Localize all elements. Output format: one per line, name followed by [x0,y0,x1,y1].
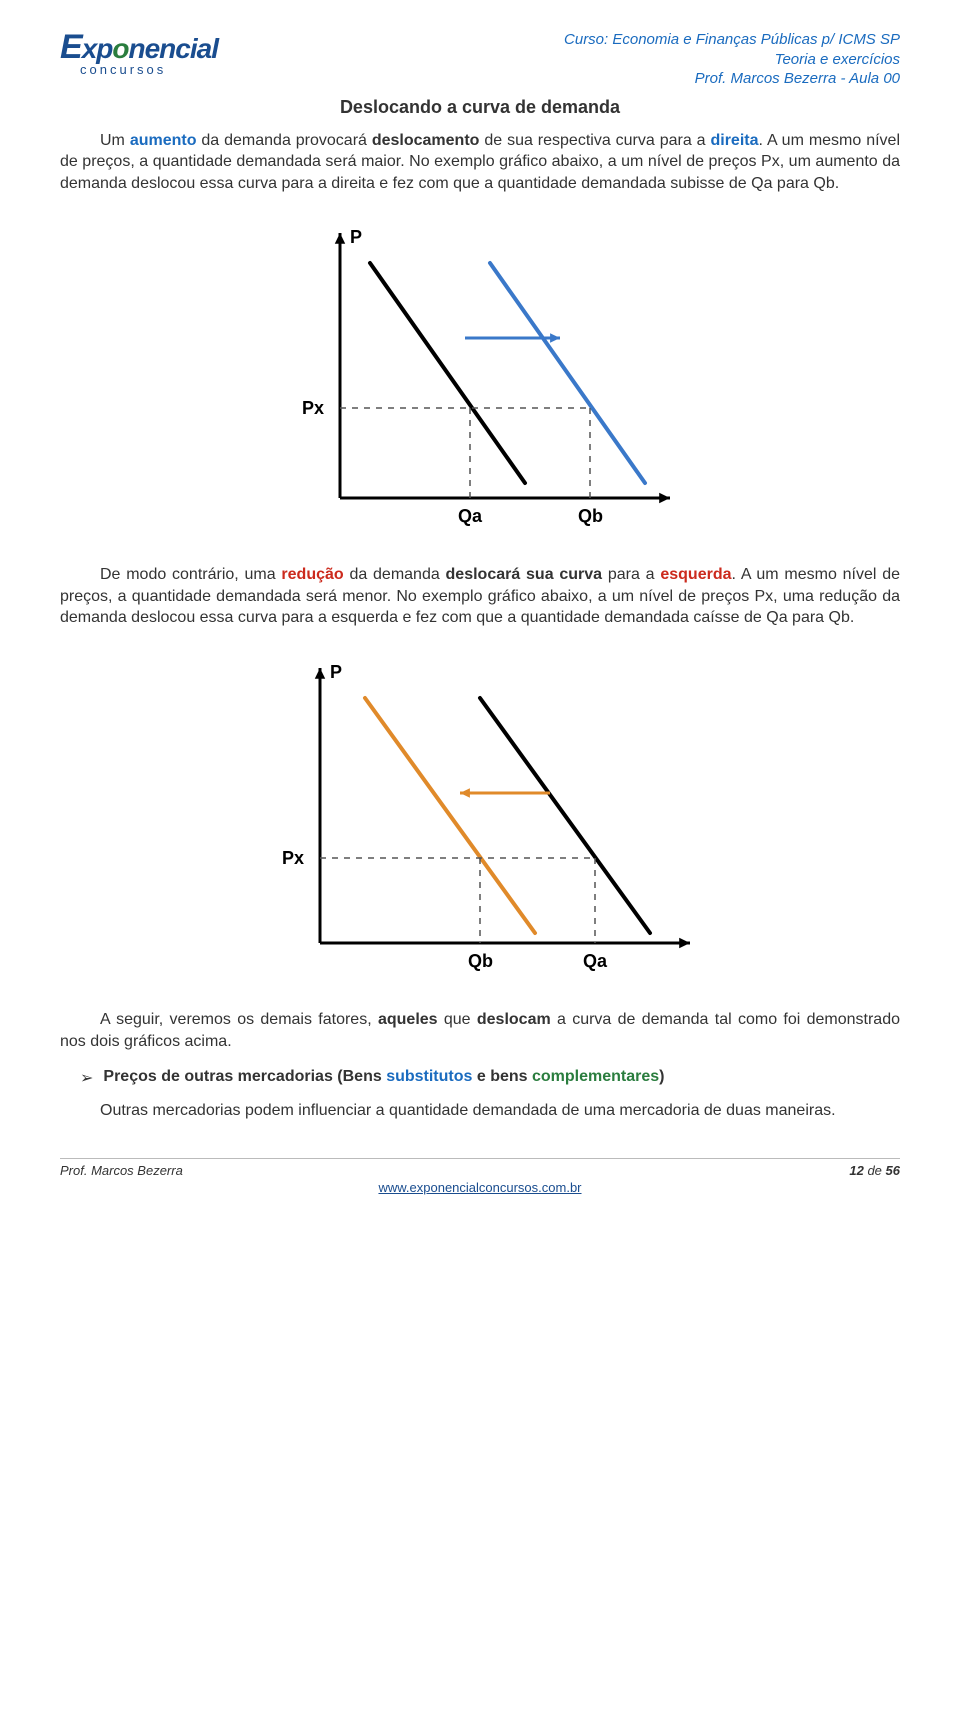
demand-increase-chart: P Px Qa Qb [270,208,690,538]
p1-direita: direita [710,132,758,149]
footer-page-mid: de [864,1163,886,1178]
chart-2-wrap: P Px Qa Qb [60,643,900,983]
svg-text:Qb: Qb [578,506,603,526]
p3-aqueles: aqueles [378,1011,438,1028]
paragraph-2: De modo contrário, uma redução da demand… [60,564,900,629]
p2-reducao: redução [281,566,343,583]
bullet-post: ) [659,1068,664,1085]
p3-pre: A seguir, veremos os demais fatores, [100,1011,378,1028]
footer-page-total: 56 [886,1163,900,1178]
p3-deslocam: deslocam [477,1011,551,1028]
footer-right: 12 de 56 [849,1163,900,1178]
p2-deslocara: deslocará sua curva [446,566,603,583]
bullet-substitutos: substitutos [386,1068,472,1085]
page-header: Exponencial concursos Curso: Economia e … [60,30,900,89]
footer-row: Prof. Marcos Bezerra 12 de 56 [60,1163,900,1178]
bullet-text: Preços de outras mercadorias (Bens subst… [103,1066,883,1088]
logo-text: Exponencial [60,30,280,64]
bullet-pre: Preços de outras mercadorias (Bens [103,1068,386,1085]
svg-text:Px: Px [282,848,304,868]
logo-letter-e: E [60,28,82,66]
p1-deslocamento: deslocamento [372,132,480,149]
paragraph-1: Um aumento da demanda provocará deslocam… [60,130,900,195]
svg-text:Px: Px [302,398,324,418]
p2-pre: De modo contrário, uma [100,566,281,583]
p1-mid2: de sua respectiva curva para a [479,132,710,149]
logo-mid1: xp [82,33,113,64]
page-footer: Prof. Marcos Bezerra 12 de 56 www.expone… [60,1158,900,1195]
logo-mid2: nencial [128,33,217,64]
svg-text:Qa: Qa [583,951,608,971]
svg-text:P: P [330,662,342,682]
header-sub-line: Teoria e exercícios [564,50,900,70]
logo-subtitle: concursos [60,62,280,77]
bullet-mid: e bens [472,1068,532,1085]
p2-mid1: da demanda [344,566,446,583]
p1-aumento: aumento [130,132,197,149]
bullet-arrow-icon: ➢ [80,1068,93,1088]
p2-esquerda: esquerda [660,566,731,583]
chart-1-wrap: P Px Qa Qb [60,208,900,538]
footer-left: Prof. Marcos Bezerra [60,1163,183,1178]
section-title: Deslocando a curva de demanda [60,97,900,118]
p1-mid1: da demanda provocará [196,132,371,149]
svg-text:Qa: Qa [458,506,483,526]
paragraph-3: A seguir, veremos os demais fatores, aqu… [60,1009,900,1052]
bullet-complementares: complementares [532,1068,659,1085]
bullet-item: ➢ Preços de outras mercadorias (Bens sub… [80,1066,900,1088]
logo-accent: o [112,33,128,64]
header-prof-line: Prof. Marcos Bezerra - Aula 00 [564,69,900,89]
footer-url: www.exponencialconcursos.com.br [60,1180,900,1195]
header-course-info: Curso: Economia e Finanças Públicas p/ I… [564,30,900,89]
p1-pre: Um [100,132,130,149]
header-course-line: Curso: Economia e Finanças Públicas p/ I… [564,30,900,50]
demand-decrease-chart: P Px Qa Qb [250,643,710,983]
footer-page-current: 12 [849,1163,863,1178]
svg-text:Qb: Qb [468,951,493,971]
p2-mid2: para a [602,566,660,583]
p3-mid: que [438,1011,477,1028]
logo: Exponencial concursos [60,30,280,77]
paragraph-4: Outras mercadorias podem influenciar a q… [60,1100,900,1122]
svg-text:P: P [350,227,362,247]
